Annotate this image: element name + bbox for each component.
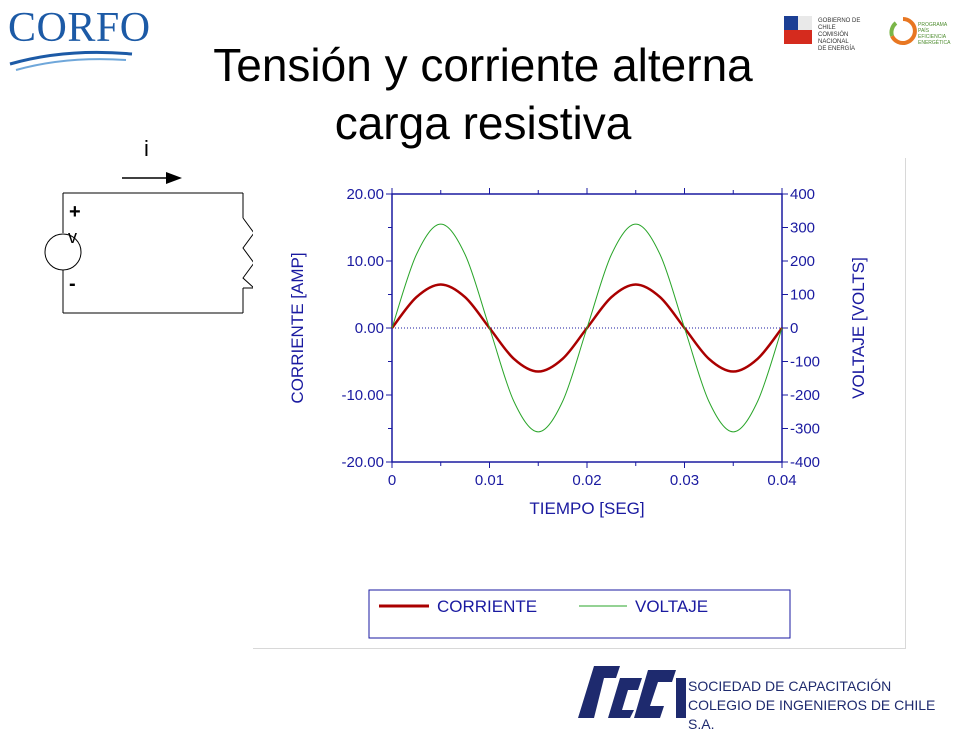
x-tick-label: 0.02 bbox=[572, 472, 601, 489]
legend-label-corriente: CORRIENTE bbox=[437, 597, 537, 616]
gov-logo-line: DE ENERGÍA bbox=[818, 46, 856, 52]
y-right-tick-label: 400 bbox=[790, 186, 815, 203]
footer-line-1: SOCIEDAD DE CAPACITACIÓN bbox=[688, 678, 892, 694]
current-arrow-icon bbox=[166, 172, 182, 184]
legend-box bbox=[368, 589, 791, 639]
chart-container: 0 0.01 0.02 0.03 0.04 20.00 10.00 0.00 -10.00 -20… bbox=[253, 158, 906, 649]
y-left-tick-label: 0.00 bbox=[355, 320, 384, 337]
x-tick-label: 0.04 bbox=[767, 472, 796, 489]
energy-logo-line: EFICIENCIA bbox=[918, 34, 947, 40]
y-right-tick-label: -200 bbox=[790, 387, 820, 404]
current-label: i bbox=[144, 136, 149, 161]
y-right-tick-label: -400 bbox=[790, 454, 820, 471]
minus-label: - bbox=[69, 273, 76, 295]
slide-title-line-2: carga resistiva bbox=[334, 97, 632, 149]
v-label: v bbox=[68, 227, 77, 247]
corfo-logo bbox=[6, 6, 136, 74]
legend-label-voltaje: VOLTAJE bbox=[635, 597, 708, 616]
y-right-tick-label: 200 bbox=[790, 253, 815, 270]
y-right-tick-label: -100 bbox=[790, 354, 820, 371]
slide-title: Tensión y corriente alterna carga resist… bbox=[0, 36, 960, 152]
voltage-source-icon bbox=[44, 233, 82, 271]
y-right-tick-label: 300 bbox=[790, 220, 815, 237]
y-right-tick-label: -300 bbox=[790, 421, 820, 438]
circuit-diagram: i + v - bbox=[44, 136, 256, 314]
x-axis-title: TIEMPO [SEG] bbox=[529, 499, 644, 518]
y-right-tick-label: 0 bbox=[790, 320, 798, 337]
y-left-tick-label: -10.00 bbox=[341, 387, 384, 404]
x-tick-label: 0.01 bbox=[475, 472, 504, 489]
gov-logo-line: COMISIÓN NACIONAL bbox=[818, 32, 849, 45]
chart: 0 0.01 0.02 0.03 0.04 20.00 10.00 0.00 -10.00 -20… bbox=[288, 186, 868, 639]
footer-line-2: COLEGIO DE INGENIEROS DE CHILE S.A. bbox=[688, 697, 936, 732]
gobierno-de-chile-logo: GOBIERNO DE CHILE COMISIÓN NACIONAL DE E… bbox=[778, 10, 878, 52]
y-left-tick-label: 20.00 bbox=[346, 186, 384, 203]
y-left-tick-label: -20.00 bbox=[341, 454, 384, 471]
energy-logo-line: PROGRAMA PAÍS bbox=[918, 22, 947, 34]
corfo-logo-text: CORFO bbox=[8, 5, 151, 51]
plus-label: + bbox=[69, 201, 81, 223]
gov-logo-line: GOBIERNO DE CHILE bbox=[818, 18, 861, 31]
footer-text: SOCIEDAD DE CAPACITACIÓN COLEGIO DE INGE… bbox=[688, 677, 960, 734]
scci-logo bbox=[578, 666, 686, 718]
series-line-voltaje bbox=[391, 223, 783, 433]
y-right-tick-label: 100 bbox=[790, 287, 815, 304]
y-left-axis-title: CORRIENTE [AMP] bbox=[288, 252, 307, 403]
x-tick-label: 0 bbox=[388, 472, 396, 489]
y-left-tick-label: 10.00 bbox=[346, 253, 384, 270]
y-right-axis-title: VOLTAJE [VOLTS] bbox=[849, 257, 868, 399]
x-tick-label: 0.03 bbox=[670, 472, 699, 489]
slide-title-line-1: Tensión y corriente alterna bbox=[213, 39, 753, 91]
eficiencia-energetica-logo: PROGRAMA PAÍS EFICIENCIA ENERGÉTICA bbox=[888, 12, 958, 52]
energy-logo-line: ENERGÉTICA bbox=[918, 40, 951, 46]
